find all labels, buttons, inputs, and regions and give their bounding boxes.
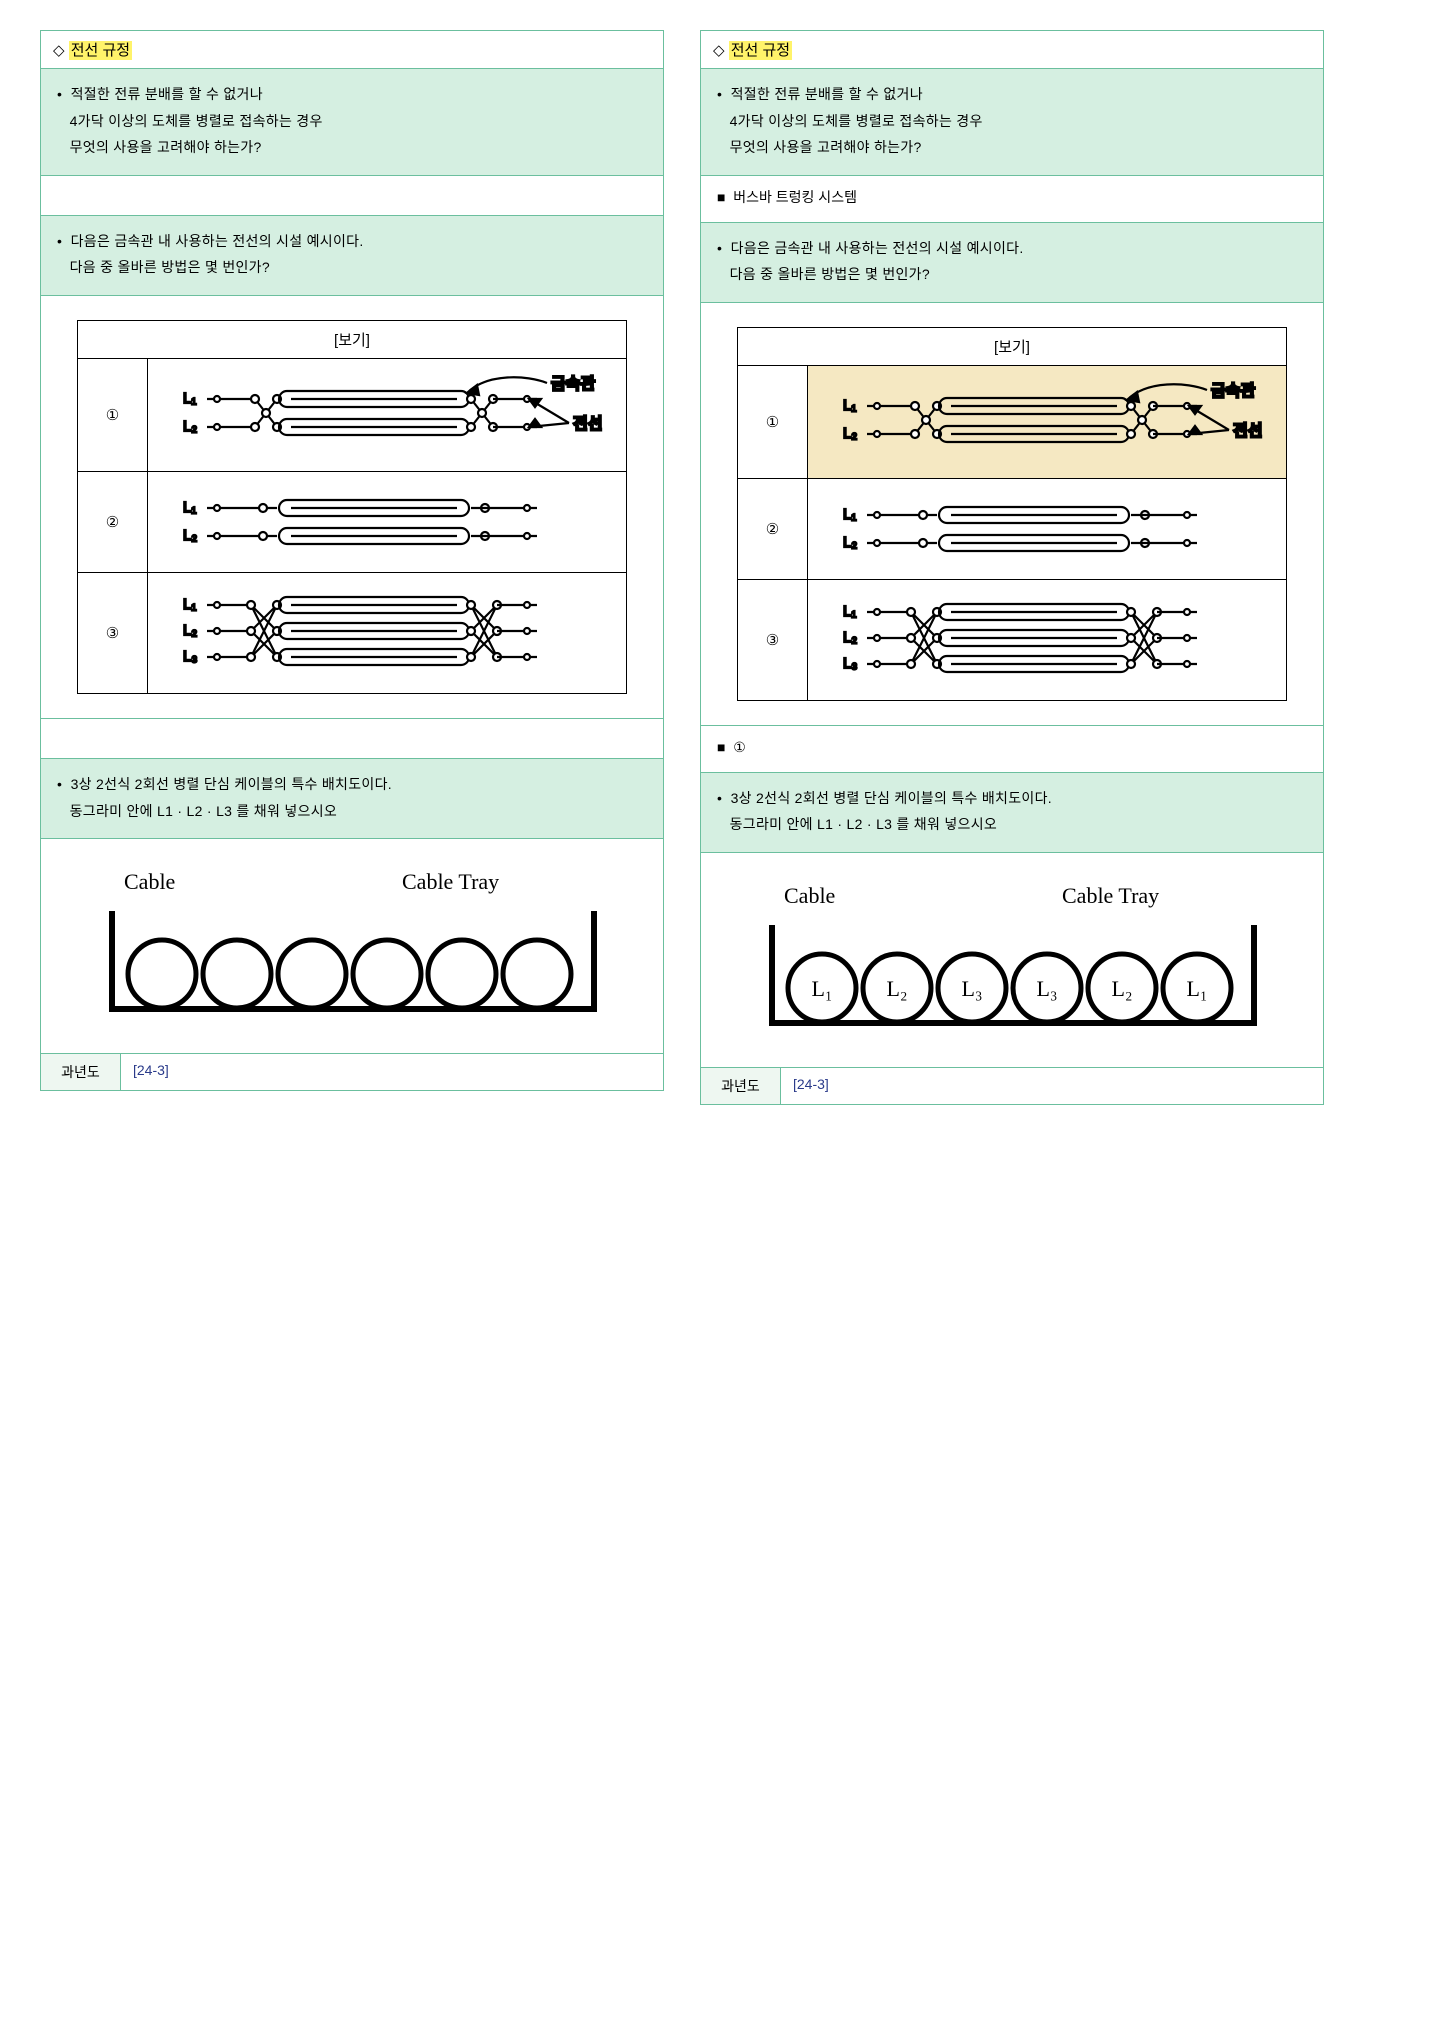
footer-value: [24-3] — [121, 1054, 663, 1090]
q1-line3: 무엇의 사용을 고려해야 하는가? — [70, 139, 262, 155]
question-3: • 3상 2선식 2회선 병렬 단심 케이블의 특수 배치도이다. 동그라미 안… — [41, 759, 663, 839]
svg-text:금속관: 금속관 — [551, 375, 595, 393]
options-table: [보기] ① L₁ L₂ — [737, 327, 1287, 701]
q3-line2: 동그라미 안에 L1 · L2 · L3 를 채워 넣으시오 — [70, 803, 338, 819]
options-header: [보기] — [738, 327, 1287, 365]
q2-line1: 다음은 금속관 내 사용하는 전선의 시설 예시이다. — [731, 240, 1024, 256]
cable-tray-blank: Cable Cable Tray — [41, 839, 663, 1054]
answer-1-text: 버스바 트렁킹 시스템 — [733, 189, 857, 205]
q2-line2: 다음 중 올바른 방법은 몇 번인가? — [70, 259, 270, 275]
tray-fill-0: L₁ — [811, 976, 832, 1001]
options-header: [보기] — [78, 320, 627, 358]
question-3: • 3상 2선식 2회선 병렬 단심 케이블의 특수 배치도이다. 동그라미 안… — [701, 773, 1323, 853]
svg-text:L₁: L₁ — [843, 397, 856, 414]
svg-text:L₁: L₁ — [183, 390, 196, 407]
tray-fill-1: L₂ — [886, 976, 907, 1001]
svg-text:L₃: L₃ — [183, 648, 197, 665]
tray-fill-2: L₃ — [961, 976, 982, 1001]
question-2: • 다음은 금속관 내 사용하는 전선의 시설 예시이다. 다음 중 올바른 방… — [41, 216, 663, 296]
svg-text:L₂: L₂ — [843, 425, 857, 442]
svg-text:L₂: L₂ — [843, 629, 857, 646]
square-icon: ■ — [717, 189, 725, 205]
svg-text:Cable Tray: Cable Tray — [402, 869, 499, 894]
bullet-icon: • — [57, 86, 62, 102]
bullet-icon: • — [57, 233, 62, 249]
question-2: • 다음은 금속관 내 사용하는 전선의 시설 예시이다. 다음 중 올바른 방… — [701, 223, 1323, 303]
title-text: 전선 규정 — [729, 41, 792, 60]
option-1-label: ① — [738, 365, 808, 478]
q3-line2: 동그라미 안에 L1 · L2 · L3 를 채워 넣으시오 — [730, 816, 998, 832]
option-3-label: ③ — [738, 579, 808, 700]
question-1: • 적절한 전류 분배를 할 수 없거나 4가닥 이상의 도체를 병렬로 접속하… — [41, 69, 663, 176]
bullet-icon: • — [717, 240, 722, 256]
q3-line1: 3상 2선식 2회선 병렬 단심 케이블의 특수 배치도이다. — [731, 790, 1052, 806]
left-column: ◇ 전선 규정 • 적절한 전류 분배를 할 수 없거나 4가닥 이상의 도체를… — [40, 30, 664, 1091]
svg-text:전선: 전선 — [1233, 422, 1262, 440]
option-3-figure: L₁ L₂ L₃ — [808, 579, 1287, 700]
bullet-icon: • — [717, 790, 722, 806]
footer: 과년도 [24-3] — [41, 1054, 663, 1090]
svg-text:Cable Tray: Cable Tray — [1062, 883, 1159, 908]
svg-text:L₃: L₃ — [843, 655, 857, 672]
option-1-figure: L₁ L₂ — [148, 358, 627, 471]
options-table-wrap: [보기] ① L₁ L₂ — [701, 303, 1323, 726]
svg-text:L₂: L₂ — [843, 534, 857, 551]
svg-text:전선: 전선 — [573, 415, 602, 433]
option-2-figure: L₁ L₂ — [148, 471, 627, 572]
answer-2: ■ ① — [701, 726, 1323, 773]
svg-text:Cable: Cable — [784, 883, 835, 908]
q1-line1: 적절한 전류 분배를 할 수 없거나 — [731, 86, 923, 102]
option-1-figure-correct: L₁ L₂ — [808, 365, 1287, 478]
q1-line1: 적절한 전류 분배를 할 수 없거나 — [71, 86, 263, 102]
square-icon: ■ — [717, 739, 725, 755]
answer-1: ■ 버스바 트렁킹 시스템 — [701, 176, 1323, 223]
tray-fill-4: L₂ — [1111, 976, 1132, 1001]
option-2-figure: L₁ L₂ — [808, 478, 1287, 579]
cable-tray-filled: Cable Cable Tray L₁ L₂ L₃ L₃ L₂ L₁ — [701, 853, 1323, 1068]
section-title: ◇ 전선 규정 — [701, 31, 1323, 69]
svg-text:L₁: L₁ — [843, 506, 856, 523]
option-2-label: ② — [78, 471, 148, 572]
svg-text:L₁: L₁ — [183, 596, 196, 613]
q1-line2: 4가닥 이상의 도체를 병렬로 접속하는 경우 — [70, 113, 323, 129]
svg-text:L₁: L₁ — [183, 499, 196, 516]
right-column: ◇ 전선 규정 • 적절한 전류 분배를 할 수 없거나 4가닥 이상의 도체를… — [700, 30, 1324, 1105]
diamond-icon: ◇ — [53, 42, 65, 59]
svg-text:L₁: L₁ — [843, 603, 856, 620]
q2-line2: 다음 중 올바른 방법은 몇 번인가? — [730, 266, 930, 282]
svg-text:L₂: L₂ — [183, 622, 197, 639]
footer-value: [24-3] — [781, 1068, 1323, 1104]
option-3-label: ③ — [78, 572, 148, 693]
options-table: [보기] ① L₁ L₂ — [77, 320, 627, 694]
svg-text:L₂: L₂ — [183, 418, 197, 435]
options-table-wrap: [보기] ① L₁ L₂ — [41, 296, 663, 719]
tray-fill-5: L₁ — [1186, 976, 1207, 1001]
q3-line1: 3상 2선식 2회선 병렬 단심 케이블의 특수 배치도이다. — [71, 776, 392, 792]
section-title: ◇ 전선 규정 — [41, 31, 663, 69]
q1-line3: 무엇의 사용을 고려해야 하는가? — [730, 139, 922, 155]
bullet-icon: • — [717, 86, 722, 102]
svg-text:Cable: Cable — [124, 869, 175, 894]
bullet-icon: • — [57, 776, 62, 792]
footer-label: 과년도 — [41, 1054, 121, 1090]
option-1-label: ① — [78, 358, 148, 471]
q1-line2: 4가닥 이상의 도체를 병렬로 접속하는 경우 — [730, 113, 983, 129]
footer: 과년도 [24-3] — [701, 1068, 1323, 1104]
option-2-label: ② — [738, 478, 808, 579]
option-3-figure: L₁ L₂ L₃ — [148, 572, 627, 693]
diamond-icon: ◇ — [713, 42, 725, 59]
svg-text:금속관: 금속관 — [1211, 382, 1255, 400]
footer-label: 과년도 — [701, 1068, 781, 1104]
question-1: • 적절한 전류 분배를 할 수 없거나 4가닥 이상의 도체를 병렬로 접속하… — [701, 69, 1323, 176]
answer-1-blank — [41, 176, 663, 216]
svg-text:L₂: L₂ — [183, 527, 197, 544]
title-text: 전선 규정 — [69, 41, 132, 60]
tray-fill-3: L₃ — [1036, 976, 1057, 1001]
answer-2-text: ① — [733, 739, 746, 755]
answer-2-blank — [41, 719, 663, 759]
q2-line1: 다음은 금속관 내 사용하는 전선의 시설 예시이다. — [71, 233, 364, 249]
